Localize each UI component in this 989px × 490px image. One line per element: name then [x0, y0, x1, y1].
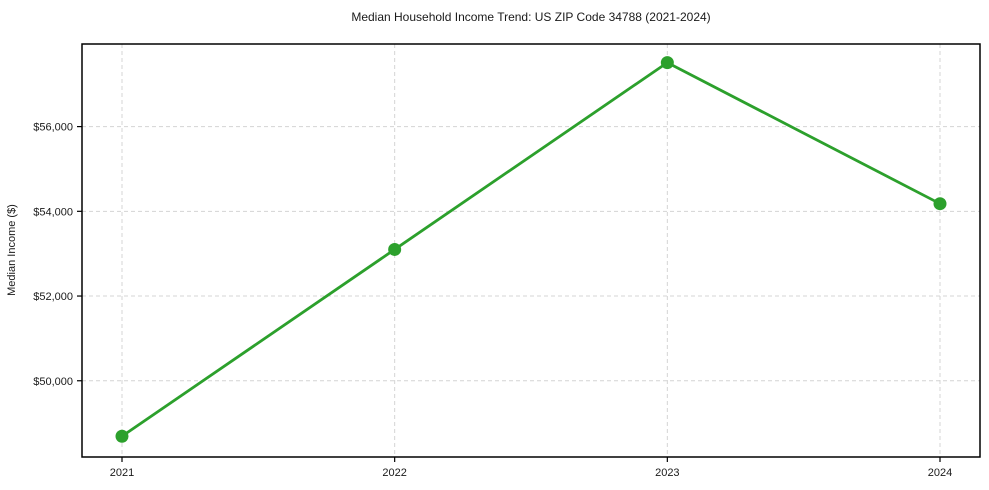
x-tick-label: 2023: [655, 467, 679, 479]
x-tick-label: 2024: [928, 467, 952, 479]
data-point-marker: [933, 197, 947, 211]
data-point-marker: [660, 56, 674, 70]
y-axis-label: Median Income ($): [6, 204, 18, 296]
tick-layer: $50,000 $52,000 $54,000 $56,000 2021 2022 2023…: [33, 122, 952, 479]
grid-layer: [82, 44, 980, 457]
plot-border: [81, 43, 981, 458]
chart-title: Median Household Income Trend: US ZIP Co…: [351, 10, 710, 24]
data-point-marker: [388, 242, 402, 256]
y-tick-label: $54,000: [33, 206, 73, 218]
y-tick-label: $56,000: [33, 122, 73, 134]
y-tick-label: $52,000: [33, 291, 73, 303]
axes-spines: [81, 43, 981, 458]
y-tick-label: $50,000: [33, 376, 73, 388]
x-tick-label: 2022: [382, 467, 406, 479]
trend-line: [120, 61, 942, 438]
data-point-marker: [115, 429, 129, 443]
series-layer: [115, 56, 947, 443]
x-tick-label: 2021: [110, 467, 134, 479]
